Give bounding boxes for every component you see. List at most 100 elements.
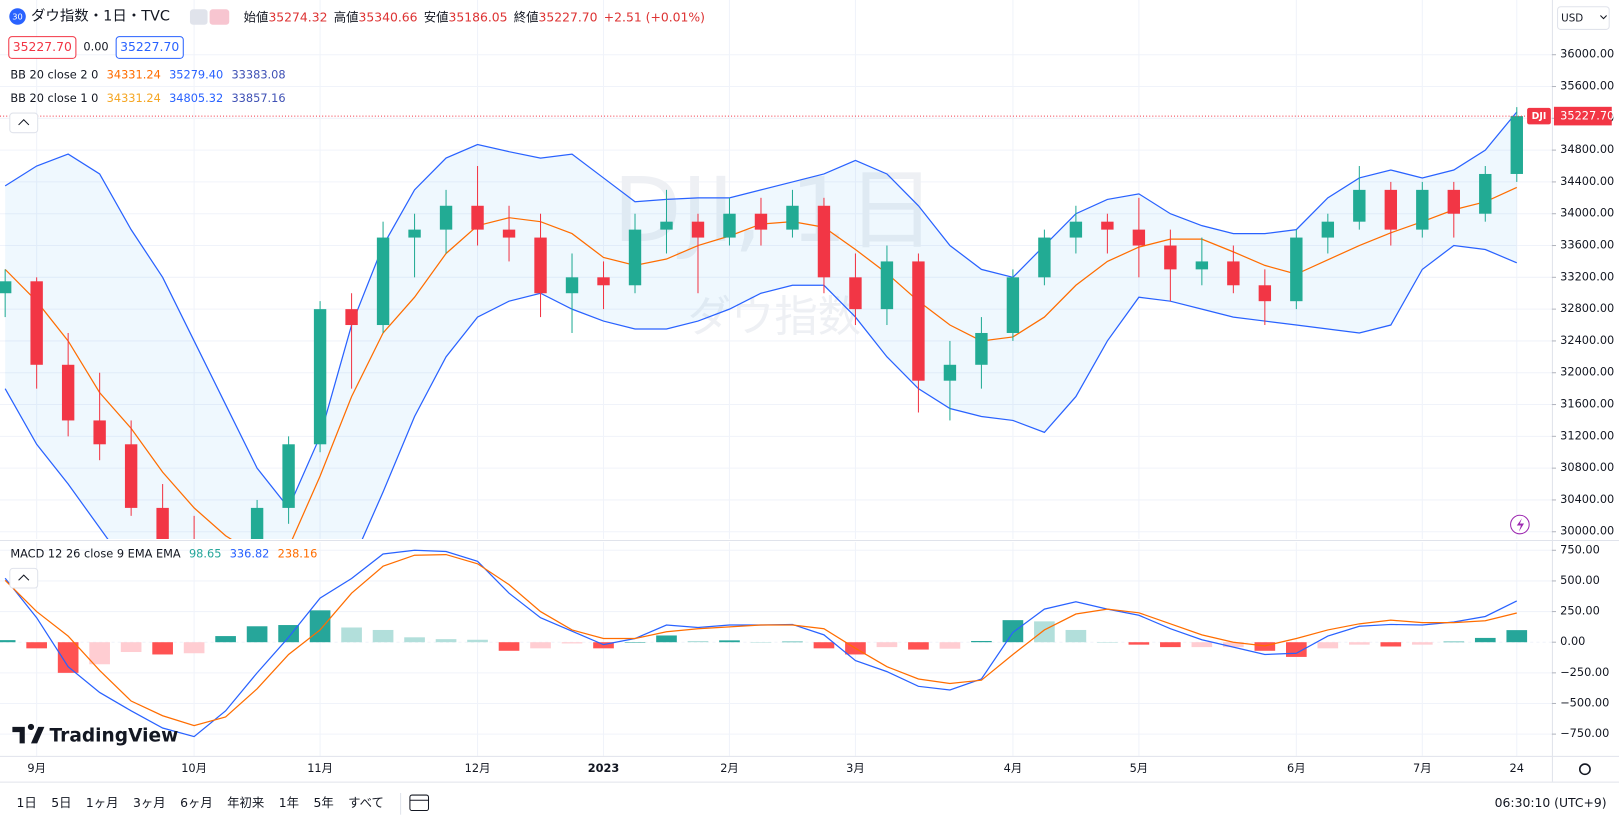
range-button[interactable]: 5年 — [313, 795, 333, 810]
histogram-bar — [971, 640, 992, 643]
currency-caret — [1600, 15, 1607, 20]
indicator-legend-row: BB 20 close 1 0 34331.24 34805.32 33857.16 — [10, 91, 285, 105]
histogram-bar — [687, 640, 709, 643]
histogram-bar — [57, 642, 79, 673]
candle-body — [30, 281, 43, 365]
icon[interactable] — [189, 9, 208, 25]
macd-pane — [0, 549, 1528, 738]
histogram-bar — [1034, 621, 1055, 643]
icon[interactable] — [209, 9, 230, 25]
histogram-bar — [1097, 642, 1118, 643]
candle-body — [408, 229, 421, 238]
candle-body — [156, 507, 169, 539]
indicator-legend-row: MACD 12 26 close 9 EMA EMA 98.65 336.82 238… — [10, 546, 317, 560]
indicator-value: 34805.32 — [169, 91, 223, 105]
histogram-bar — [467, 639, 488, 643]
candle-body — [1416, 189, 1429, 230]
range-button[interactable]: 6ヶ月 — [180, 795, 213, 810]
y-tick-label: −750.00 — [1560, 726, 1609, 740]
candle-body — [849, 277, 862, 310]
ohlc-value: 35274.32 — [268, 9, 327, 24]
y-tick-label: −500.00 — [1560, 695, 1609, 709]
badge-text: 30 — [12, 12, 23, 22]
range-button[interactable]: 1日 — [17, 795, 37, 810]
histogram-bar — [1411, 642, 1433, 645]
y-tick-label: 30000.00 — [1560, 524, 1614, 538]
sell-price: 35227.70 — [13, 39, 72, 54]
histogram-bar — [372, 629, 394, 643]
histogram-bar — [1160, 642, 1181, 648]
y-tick-label: 34400.00 — [1560, 174, 1614, 188]
candle-body — [93, 420, 106, 445]
symbol-title[interactable]: ダウ指数・1日・TVC — [31, 8, 170, 25]
range-button[interactable]: 1ヶ月 — [86, 795, 119, 810]
candle-body — [943, 364, 957, 381]
histogram-bar — [750, 642, 772, 643]
candle-body — [1006, 277, 1020, 333]
y-tick-label: 33200.00 — [1560, 269, 1614, 283]
histogram-bar — [1474, 637, 1496, 643]
candle-body — [1038, 237, 1051, 278]
ohlc-label: 安値 — [424, 9, 449, 24]
candle-body — [61, 364, 75, 421]
collapse-icon — [18, 119, 30, 126]
y-tick-label: 31600.00 — [1560, 397, 1614, 411]
candle-body — [597, 277, 610, 286]
histogram-bar — [813, 642, 835, 649]
histogram-bar — [656, 635, 677, 643]
histogram-bar — [530, 642, 551, 649]
range-button[interactable]: 1年 — [279, 795, 299, 810]
candle-body — [124, 444, 138, 508]
candle-body — [1447, 189, 1460, 214]
range-button[interactable]: 3ヶ月 — [133, 795, 166, 810]
indicator-value: 238.16 — [278, 546, 318, 560]
candle-body — [439, 205, 453, 230]
y-tick-label: 0.00 — [1560, 634, 1585, 648]
histogram-bar — [1002, 620, 1024, 643]
ohlc-value: 35186.05 — [448, 9, 507, 24]
histogram-bar — [183, 642, 205, 654]
calendar-icon[interactable] — [409, 794, 430, 812]
signal-line — [4, 553, 1517, 727]
range-button[interactable]: 年初来 — [227, 795, 264, 810]
x-tick-label: 4月 — [1004, 761, 1023, 775]
ohlc-label: 始値 — [244, 9, 269, 24]
indicator-name: BB 20 close 2 0 — [10, 67, 98, 81]
y-tick-label: −250.00 — [1560, 665, 1609, 679]
range-button[interactable]: 5日 — [51, 795, 71, 810]
histogram-bar — [404, 637, 425, 643]
histogram-bar — [215, 636, 236, 643]
candle-body — [1479, 173, 1492, 214]
candle-body — [1353, 189, 1366, 222]
x-tick-label: 9月 — [27, 761, 46, 775]
ohlc-value: 35340.66 — [358, 9, 417, 24]
price-grid — [0, 0, 1552, 539]
histogram-bar — [782, 641, 803, 643]
x-tick-label: 2023 — [588, 761, 620, 775]
currency-button[interactable] — [1557, 6, 1610, 30]
price-tag-text: 35227.70 — [1560, 109, 1614, 123]
collapse-button[interactable] — [9, 567, 39, 589]
y-tick-label: 32800.00 — [1560, 301, 1614, 315]
histogram-bar — [1128, 642, 1150, 645]
y-tick-label: 34800.00 — [1560, 142, 1614, 156]
clock: 06:30:10 (UTC+9) — [1495, 795, 1607, 810]
range-button[interactable]: すべて — [348, 795, 384, 810]
sell-box[interactable] — [8, 36, 77, 59]
settings-icon[interactable] — [1578, 763, 1591, 776]
collapse-button[interactable] — [9, 112, 39, 134]
histogram-bar — [1443, 641, 1465, 643]
y-tick-label: 32000.00 — [1560, 365, 1614, 379]
candle-body — [534, 237, 547, 294]
candle-body — [817, 205, 831, 278]
buy-price: 35227.70 — [120, 39, 179, 54]
y-tick-label: 750.00 — [1560, 542, 1600, 556]
histogram-bar — [0, 640, 16, 643]
histogram-bar — [908, 642, 929, 650]
symbol-tag-text: DJI — [1532, 111, 1547, 122]
candle-body — [1101, 221, 1114, 230]
histogram-bar — [341, 627, 362, 643]
buy-box[interactable] — [115, 36, 184, 59]
currency: USD — [1561, 13, 1583, 25]
